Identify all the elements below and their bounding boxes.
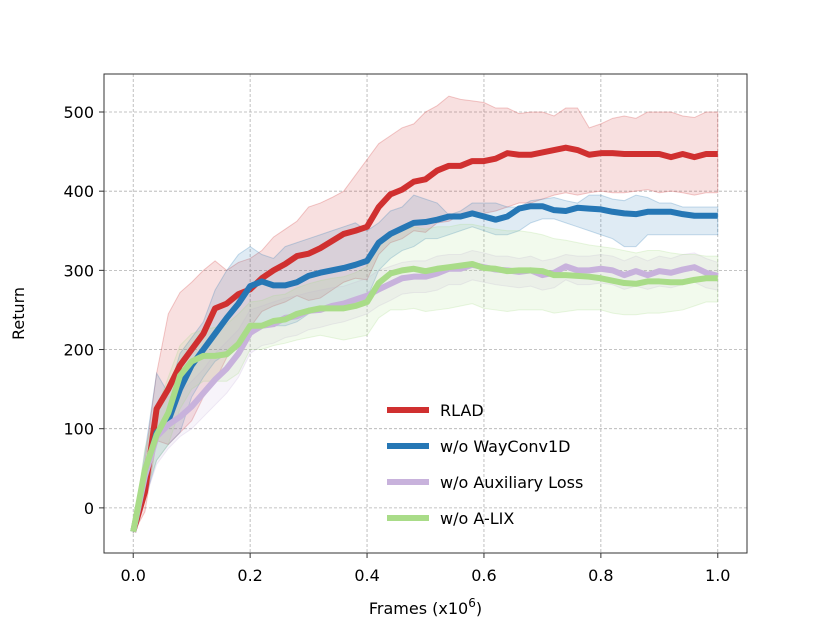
- x-tick-label: 0.2: [237, 566, 262, 585]
- y-axis-label: Return: [9, 287, 28, 340]
- legend-label: w/o Auxiliary Loss: [440, 473, 583, 492]
- series-line-1: [130, 203, 718, 533]
- x-tick-label: 0.8: [588, 566, 613, 585]
- x-axis-label-text: Frames (x10: [369, 599, 468, 618]
- x-tick-label: 1.0: [705, 566, 730, 585]
- legend: RLAD w/o WayConv1D w/o Auxiliary Loss w/o A…: [387, 401, 583, 528]
- series-line-2: [130, 261, 719, 533]
- confidence-bands: [132, 95, 719, 534]
- legend-label: w/o WayConv1D: [440, 437, 571, 456]
- y-tick-label: 500: [63, 103, 94, 122]
- y-tick-label: 0: [84, 499, 94, 518]
- confidence-band-3: [132, 223, 719, 534]
- plot-frame: [103, 73, 748, 554]
- series-line-3: [130, 261, 718, 533]
- y-tick-label: 400: [63, 182, 94, 201]
- legend-label: RLAD: [440, 401, 484, 420]
- series-line-0: [130, 144, 718, 533]
- x-tick-label: 0.0: [121, 566, 146, 585]
- x-axis-label: Frames (x106): [369, 596, 482, 618]
- legend-label: w/o A-LIX: [440, 509, 514, 528]
- y-tick-label: 200: [63, 341, 94, 360]
- grid: [104, 74, 747, 553]
- x-axis-label-exponent: 6: [468, 596, 476, 610]
- axis-ticks: 0.0 0.2 0.4 0.6 0.8 1.0 0 100 200 300 400 500: [63, 103, 730, 585]
- x-tick-label: 0.4: [354, 566, 379, 585]
- series-lines: [130, 144, 719, 533]
- confidence-band-0: [132, 95, 719, 534]
- x-axis-label-suffix: ): [476, 599, 482, 618]
- y-tick-label: 300: [63, 261, 94, 280]
- x-tick-label: 0.6: [471, 566, 496, 585]
- y-tick-label: 100: [63, 420, 94, 439]
